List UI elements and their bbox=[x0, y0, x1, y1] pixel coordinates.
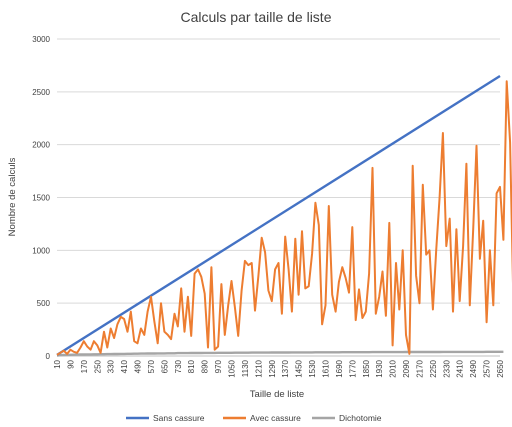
x-tick-label: 1770 bbox=[348, 359, 357, 377]
x-tick-label: 2010 bbox=[389, 359, 398, 377]
x-tick-label: 570 bbox=[147, 359, 156, 373]
y-tick-label: 0 bbox=[46, 352, 51, 361]
x-axis-title: Taille de liste bbox=[250, 389, 304, 400]
x-tick-label: 970 bbox=[214, 359, 223, 373]
series-line-dichotomie bbox=[56, 350, 504, 357]
x-tick-label: 330 bbox=[107, 359, 116, 373]
x-tick-label: 1610 bbox=[321, 359, 330, 377]
x-tick-label: 170 bbox=[80, 359, 89, 373]
x-tick-label: 90 bbox=[66, 359, 75, 368]
series-lines bbox=[56, 74, 512, 357]
y-tick-label: 1000 bbox=[32, 246, 50, 255]
x-tick-label: 490 bbox=[134, 359, 143, 373]
x-tick-label: 1930 bbox=[375, 359, 384, 377]
x-tick-label: 890 bbox=[201, 359, 210, 373]
x-tick-label: 2330 bbox=[442, 359, 451, 377]
legend: Sans cassure Avec cassure Dichotomie bbox=[126, 413, 382, 423]
legend-label-dichotomie: Dichotomie bbox=[339, 413, 382, 423]
x-tick-label: 2410 bbox=[456, 359, 465, 377]
x-tick-label: 250 bbox=[93, 359, 102, 373]
x-tick-label: 1850 bbox=[362, 359, 371, 377]
x-tick-label: 650 bbox=[160, 359, 169, 373]
legend-label-avec-cassure: Avec cassure bbox=[250, 413, 301, 423]
y-tick-label: 2500 bbox=[32, 88, 50, 97]
series-line-avec-cassure bbox=[56, 80, 512, 356]
x-tick-label: 810 bbox=[187, 359, 196, 373]
x-tick-label: 2250 bbox=[429, 359, 438, 377]
y-tick-label: 500 bbox=[37, 299, 51, 308]
x-tick-label: 10 bbox=[53, 359, 62, 368]
x-tick-label: 1290 bbox=[268, 359, 277, 377]
x-tick-label: 1130 bbox=[241, 359, 250, 377]
x-tick-label: 2650 bbox=[496, 359, 505, 377]
y-axis-title: Nombre de calculs bbox=[7, 157, 18, 236]
x-tick-label: 1370 bbox=[281, 359, 290, 377]
x-tick-label: 1450 bbox=[295, 359, 304, 377]
x-tick-label: 2570 bbox=[483, 359, 492, 377]
legend-label-sans-cassure: Sans cassure bbox=[153, 413, 205, 423]
x-tick-label: 2090 bbox=[402, 359, 411, 377]
y-axis-ticks: 0 500 1000 1500 2000 2500 3000 bbox=[32, 35, 50, 361]
x-tick-label: 2490 bbox=[469, 359, 478, 377]
x-tick-label: 1210 bbox=[254, 359, 263, 377]
y-tick-label: 1500 bbox=[32, 194, 50, 203]
x-tick-label: 730 bbox=[174, 359, 183, 373]
series-line-sans-cassure bbox=[56, 74, 501, 356]
gridlines bbox=[57, 38, 500, 357]
y-tick-label: 2000 bbox=[32, 141, 50, 150]
x-tick-label: 1690 bbox=[335, 359, 344, 377]
chart-title: Calculs par taille de liste bbox=[181, 9, 332, 25]
x-tick-label: 1530 bbox=[308, 359, 317, 377]
x-tick-label: 2170 bbox=[415, 359, 424, 377]
y-tick-label: 3000 bbox=[32, 35, 50, 44]
x-tick-label: 1050 bbox=[228, 359, 237, 377]
x-axis-ticks: 10 90 170 250 330 410 490 570 650 730 810 890 970 105… bbox=[53, 359, 505, 377]
x-tick-label: 410 bbox=[120, 359, 129, 373]
